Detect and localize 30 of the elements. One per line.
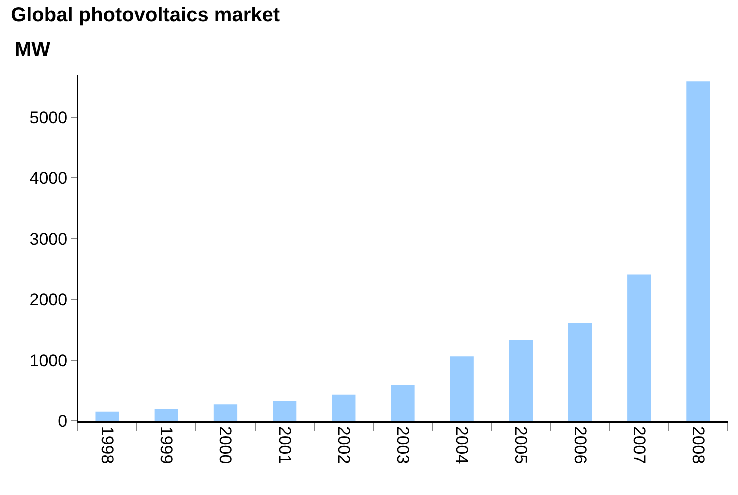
y-tick-label: 5000 <box>30 108 68 128</box>
bar <box>450 356 474 421</box>
bar <box>154 409 178 421</box>
bar <box>509 340 533 421</box>
bar <box>214 404 238 421</box>
x-tick-label: 2002 <box>334 426 354 464</box>
bar <box>391 385 415 421</box>
y-tick-label: 2000 <box>30 290 68 310</box>
bar <box>96 412 120 421</box>
x-tick-label: 2003 <box>393 426 412 464</box>
x-tick-label: 2007 <box>630 426 649 464</box>
y-tick-label: 4000 <box>30 169 68 188</box>
x-tick-label: 2001 <box>275 426 294 464</box>
bar <box>628 274 652 421</box>
x-tick-label: 1999 <box>157 426 176 464</box>
bar <box>273 400 297 421</box>
x-tick-label: 2005 <box>512 426 531 464</box>
y-tick-label: 0 <box>58 412 68 431</box>
x-tick-label: 2006 <box>570 426 590 464</box>
bar <box>332 394 356 421</box>
x-tick-label: 2000 <box>216 426 236 464</box>
y-axis-title: MW <box>15 39 51 61</box>
x-tick-label: 2004 <box>452 426 472 464</box>
y-tick-label: 3000 <box>30 230 68 249</box>
bar <box>568 323 592 421</box>
bar <box>686 82 710 421</box>
y-tick-label: 1000 <box>30 351 68 370</box>
x-tick-label: 2008 <box>688 426 708 464</box>
chart-title: Global photovoltaics market <box>11 4 280 26</box>
x-tick-label: 1998 <box>98 426 118 464</box>
